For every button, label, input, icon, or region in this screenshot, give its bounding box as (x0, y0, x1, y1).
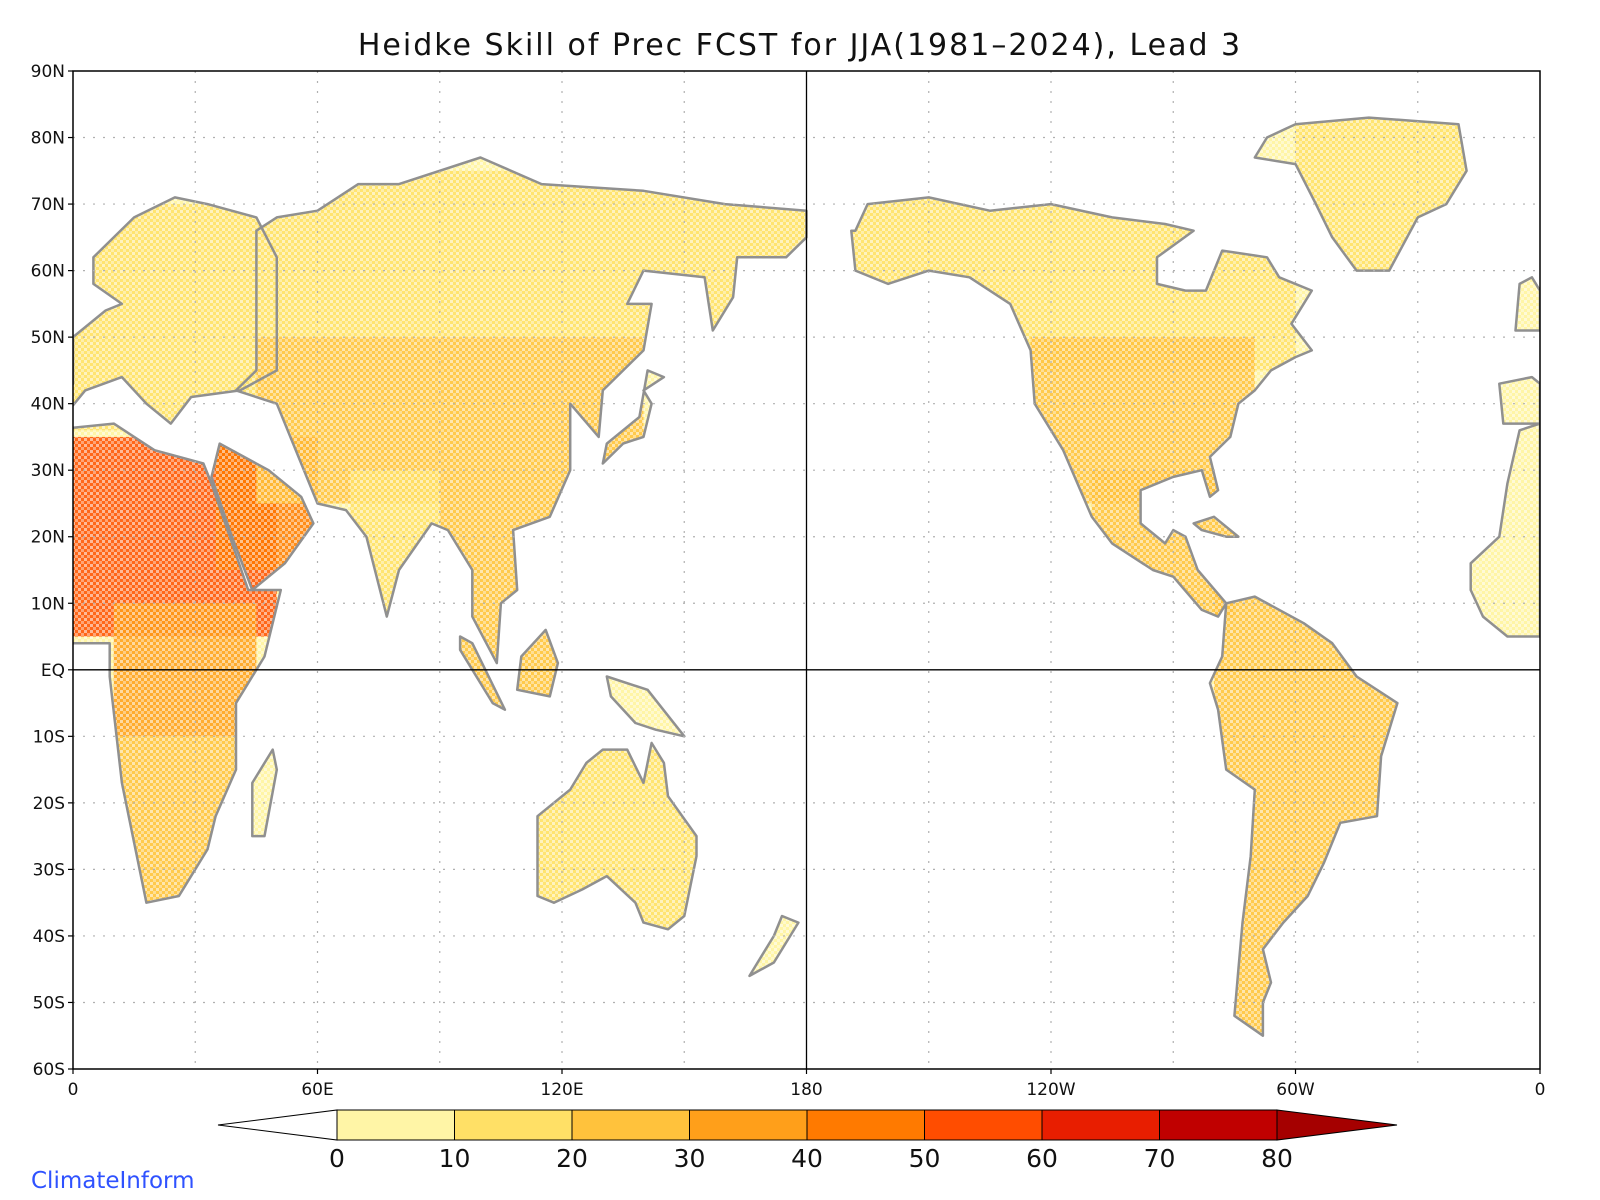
coastline-iberia_w (1498, 375, 1540, 425)
coastline-africa (73, 422, 283, 904)
lat-tick-label: 40N (31, 395, 65, 415)
lon-tick-label: 120W (1026, 1080, 1075, 1100)
coastline-europe (73, 196, 279, 425)
colorbar-swatch (454, 1109, 573, 1141)
lat-tick-label: 30N (31, 461, 65, 481)
lat-tick-label: 70N (31, 195, 65, 215)
coastline-cuba (1192, 515, 1240, 538)
coastline-australia (536, 741, 698, 931)
colorbar-label: 80 (1261, 1144, 1293, 1173)
coastline-uk_w (1514, 276, 1540, 332)
lon-tick-label: 120E (540, 1080, 583, 1100)
lat-tick-label: 10N (31, 594, 65, 614)
lon-tick-label: 180 (790, 1080, 822, 1100)
coastline-madagascar (251, 748, 279, 838)
lat-tick-label: 10S (33, 727, 65, 747)
gridlines (73, 71, 1540, 1069)
coastline-sumatra (458, 635, 507, 711)
colorbar-below-arrow (217, 1109, 338, 1141)
coastlines (73, 116, 1540, 1037)
colorbar-swatch (571, 1109, 690, 1141)
coastline-namerica (850, 196, 1314, 618)
lat-tick-label: 50N (31, 328, 65, 348)
axes: 90N 80N 70N 60N 50N 40N 30N 20N 10N EQ 10S 20S 30S 40… (31, 62, 1546, 1100)
colorbar-swatch (689, 1109, 808, 1141)
lat-tick-label: 50S (33, 993, 65, 1013)
coastline-borneo (515, 628, 560, 698)
coastline-newguinea (605, 675, 686, 738)
lon-tick-label: 0 (1535, 1080, 1546, 1100)
colorbar-swatch (1041, 1109, 1160, 1141)
lon-tick-label: 60E (301, 1080, 333, 1100)
coastline-nz (748, 914, 800, 978)
colorbar: 0 10 20 30 40 50 60 70 80 (217, 1109, 1398, 1173)
lat-tick-label: 20S (33, 794, 65, 814)
colorbar-label: 30 (674, 1144, 706, 1173)
lon-tick-label: 60W (1276, 1080, 1315, 1100)
lat-tick-label: 60N (31, 262, 65, 282)
coastline-samerica (1208, 595, 1399, 1037)
colorbar-swatch (336, 1109, 455, 1141)
colorbar-label: 10 (439, 1144, 471, 1173)
coastline-asia (234, 156, 808, 665)
coastline-arabia (210, 442, 315, 592)
lat-tick-label: 30S (33, 860, 65, 880)
colorbar-swatch (924, 1109, 1043, 1141)
colorbar-label: 0 (329, 1144, 345, 1173)
coastline-africa_w (1469, 422, 1540, 638)
colorbar-label: 70 (1144, 1144, 1176, 1173)
colorbar-label: 20 (556, 1144, 588, 1173)
lat-tick-label: 20N (31, 528, 65, 548)
colorbar-label: 60 (1026, 1144, 1058, 1173)
map-title: Heidke Skill of Prec FCST for JJA(1981–2… (357, 28, 1243, 63)
coastline-japan (601, 369, 666, 465)
colorbar-above-arrow (1276, 1109, 1398, 1141)
colorbar-label: 50 (909, 1144, 941, 1173)
credit-text: ClimateInform (31, 1168, 195, 1194)
lat-tick-label: 90N (31, 62, 65, 82)
colorbar-swatch (806, 1109, 925, 1141)
coastline-greenland (1253, 116, 1468, 272)
colorbar-swatch (1159, 1109, 1278, 1141)
lat-tick-label: EQ (41, 661, 65, 681)
lat-tick-label: 60S (33, 1060, 65, 1080)
lat-tick-label: 80N (31, 129, 65, 149)
lat-tick-label: 40S (33, 927, 65, 947)
lon-tick-label: 0 (68, 1080, 79, 1100)
colorbar-label: 40 (791, 1144, 823, 1173)
land-skill-layer (73, 117, 1540, 1036)
